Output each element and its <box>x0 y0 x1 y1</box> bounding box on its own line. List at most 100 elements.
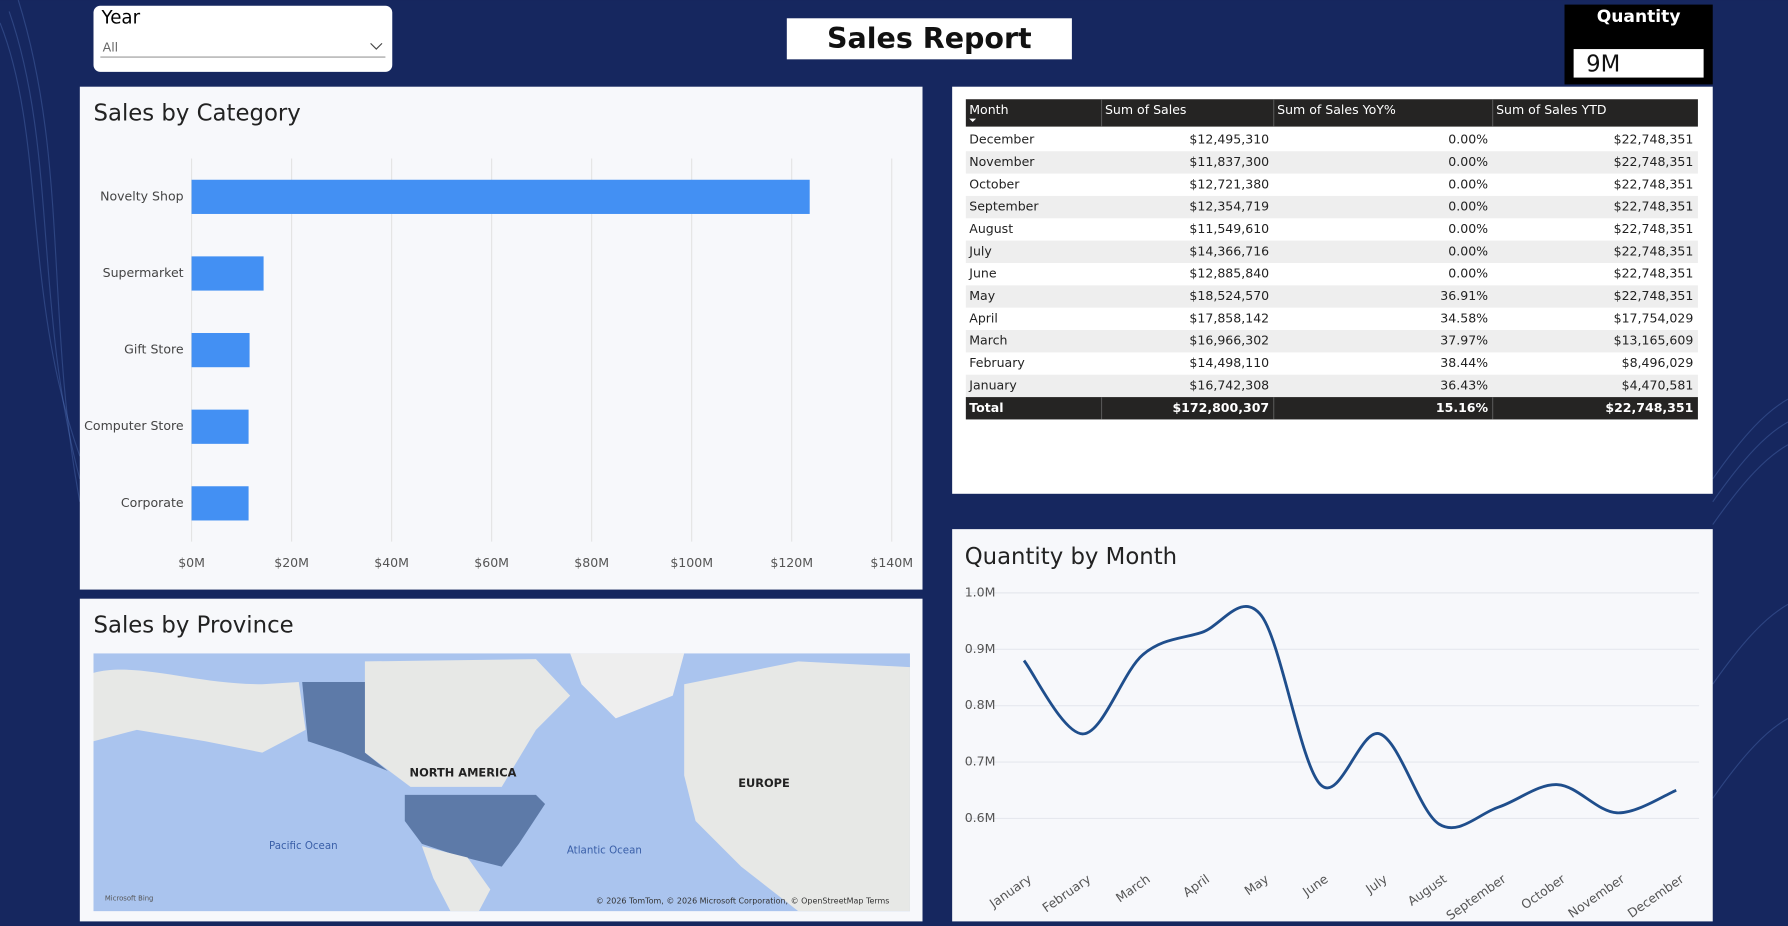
table-cell: $22,748,351 <box>1614 243 1694 258</box>
table-cell: 15.16% <box>1436 400 1489 415</box>
table-cell: $22,748,351 <box>1614 176 1694 191</box>
table-cell: Total <box>969 400 1003 415</box>
decoration <box>0 0 1788 799</box>
table-cell: February <box>969 355 1025 370</box>
bar <box>191 333 250 368</box>
greenland <box>570 653 685 719</box>
column-header: Sum of Sales YTD <box>1496 102 1606 117</box>
table-cell: December <box>969 132 1035 147</box>
table-cell: July <box>968 243 992 258</box>
line-title: Quantity by Month <box>965 544 1177 570</box>
table-cell: August <box>969 221 1013 236</box>
table-cell: $22,748,351 <box>1614 266 1694 281</box>
x-tick-label: $0M <box>178 555 205 570</box>
table-cell: 38.44% <box>1440 355 1488 370</box>
table-cell: $12,721,380 <box>1189 176 1269 191</box>
y-tick-label: Supermarket <box>103 265 184 280</box>
x-tick-label: $140M <box>870 555 913 570</box>
mexico <box>421 846 491 912</box>
y-tick-label: 0.8M <box>965 697 996 712</box>
table-cell: $22,748,351 <box>1605 400 1693 415</box>
table-cell: April <box>969 310 998 325</box>
card-value: 9M <box>1586 52 1620 78</box>
table-cell: March <box>969 333 1007 348</box>
table-cell: $4,470,581 <box>1622 377 1694 392</box>
x-tick-label: $100M <box>670 555 713 570</box>
map-label: EUROPE <box>738 776 790 790</box>
table-cell: $14,366,716 <box>1189 243 1269 258</box>
table-cell: $11,549,610 <box>1189 221 1269 236</box>
title-box <box>786 18 1072 60</box>
table-cell: $12,354,719 <box>1189 199 1269 214</box>
table-header <box>965 99 1698 127</box>
land <box>684 661 910 912</box>
table-cell: $12,885,840 <box>1189 266 1269 281</box>
table-cell: $17,858,142 <box>1189 310 1269 325</box>
table-cell: $13,165,609 <box>1614 333 1694 348</box>
table-row <box>965 374 1698 398</box>
report-title: Sales Report <box>827 22 1032 55</box>
table-cell: $22,748,351 <box>1614 199 1694 214</box>
table-cell: $8,496,029 <box>1622 355 1694 370</box>
table-cell: $11,837,300 <box>1189 154 1269 169</box>
table-cell: $22,748,351 <box>1614 221 1694 236</box>
table-cell: 0.00% <box>1448 154 1488 169</box>
column-header: Sum of Sales YoY% <box>1277 102 1396 117</box>
bar <box>191 409 249 444</box>
y-tick-label: Novelty Shop <box>100 188 184 203</box>
land <box>364 659 571 787</box>
line <box>1022 605 1677 830</box>
table-cell: November <box>969 154 1035 169</box>
bar-title: Sales by Category <box>94 101 301 127</box>
table-cell: 0.00% <box>1448 221 1488 236</box>
y-tick-label: 1.0M <box>965 584 996 599</box>
x-tick-label: $20M <box>274 555 309 570</box>
bar <box>191 256 264 291</box>
table-row <box>965 330 1698 353</box>
table-cell: $16,742,308 <box>1189 377 1269 392</box>
y-tick-label: 0.7M <box>965 754 996 769</box>
table-cell: 0.00% <box>1448 266 1488 281</box>
table-row <box>965 285 1698 308</box>
table-cell: $22,748,351 <box>1614 132 1694 147</box>
table-cell: 36.91% <box>1440 288 1488 303</box>
table-cell: January <box>968 377 1017 392</box>
bar <box>191 179 810 214</box>
table-cell: 34.58% <box>1440 310 1488 325</box>
table-cell: 0.00% <box>1448 243 1488 258</box>
y-tick-label: Gift Store <box>124 342 184 357</box>
slicer-value[interactable]: All <box>103 39 119 54</box>
table-cell: 0.00% <box>1448 132 1488 147</box>
alaska <box>302 681 388 771</box>
table-cell: $14,498,110 <box>1189 355 1269 370</box>
line-panel <box>952 529 1713 922</box>
y-tick-label: 0.9M <box>965 641 996 656</box>
x-tick-label: $80M <box>574 555 609 570</box>
x-tick-label: $120M <box>770 555 813 570</box>
table-cell: 37.97% <box>1440 333 1488 348</box>
table-cell: 0.00% <box>1448 176 1488 191</box>
sort-icon <box>969 118 977 123</box>
card-value-box <box>1573 49 1704 78</box>
column-header: Sum of Sales <box>1105 102 1187 117</box>
table-row <box>965 195 1698 219</box>
dropdown-icon[interactable] <box>370 42 383 50</box>
table-row <box>965 151 1698 174</box>
x-tick-label: $60M <box>474 555 509 570</box>
table-cell: May <box>969 288 995 303</box>
table-cell: $18,524,570 <box>1189 288 1269 303</box>
map-label: Atlantic Ocean <box>567 845 642 857</box>
table-cell: 36.43% <box>1440 377 1488 392</box>
table-cell: $12,495,310 <box>1189 132 1269 147</box>
table-cell: $22,748,351 <box>1614 154 1694 169</box>
map-label: NORTH AMERICA <box>410 766 517 780</box>
card-title: Quantity <box>1597 7 1681 27</box>
slicer[interactable] <box>93 5 393 72</box>
table-cell: $17,754,029 <box>1614 310 1694 325</box>
bar <box>191 486 249 521</box>
table-row <box>965 240 1698 263</box>
table-cell: October <box>969 176 1020 191</box>
table-cell: 0.00% <box>1448 199 1488 214</box>
